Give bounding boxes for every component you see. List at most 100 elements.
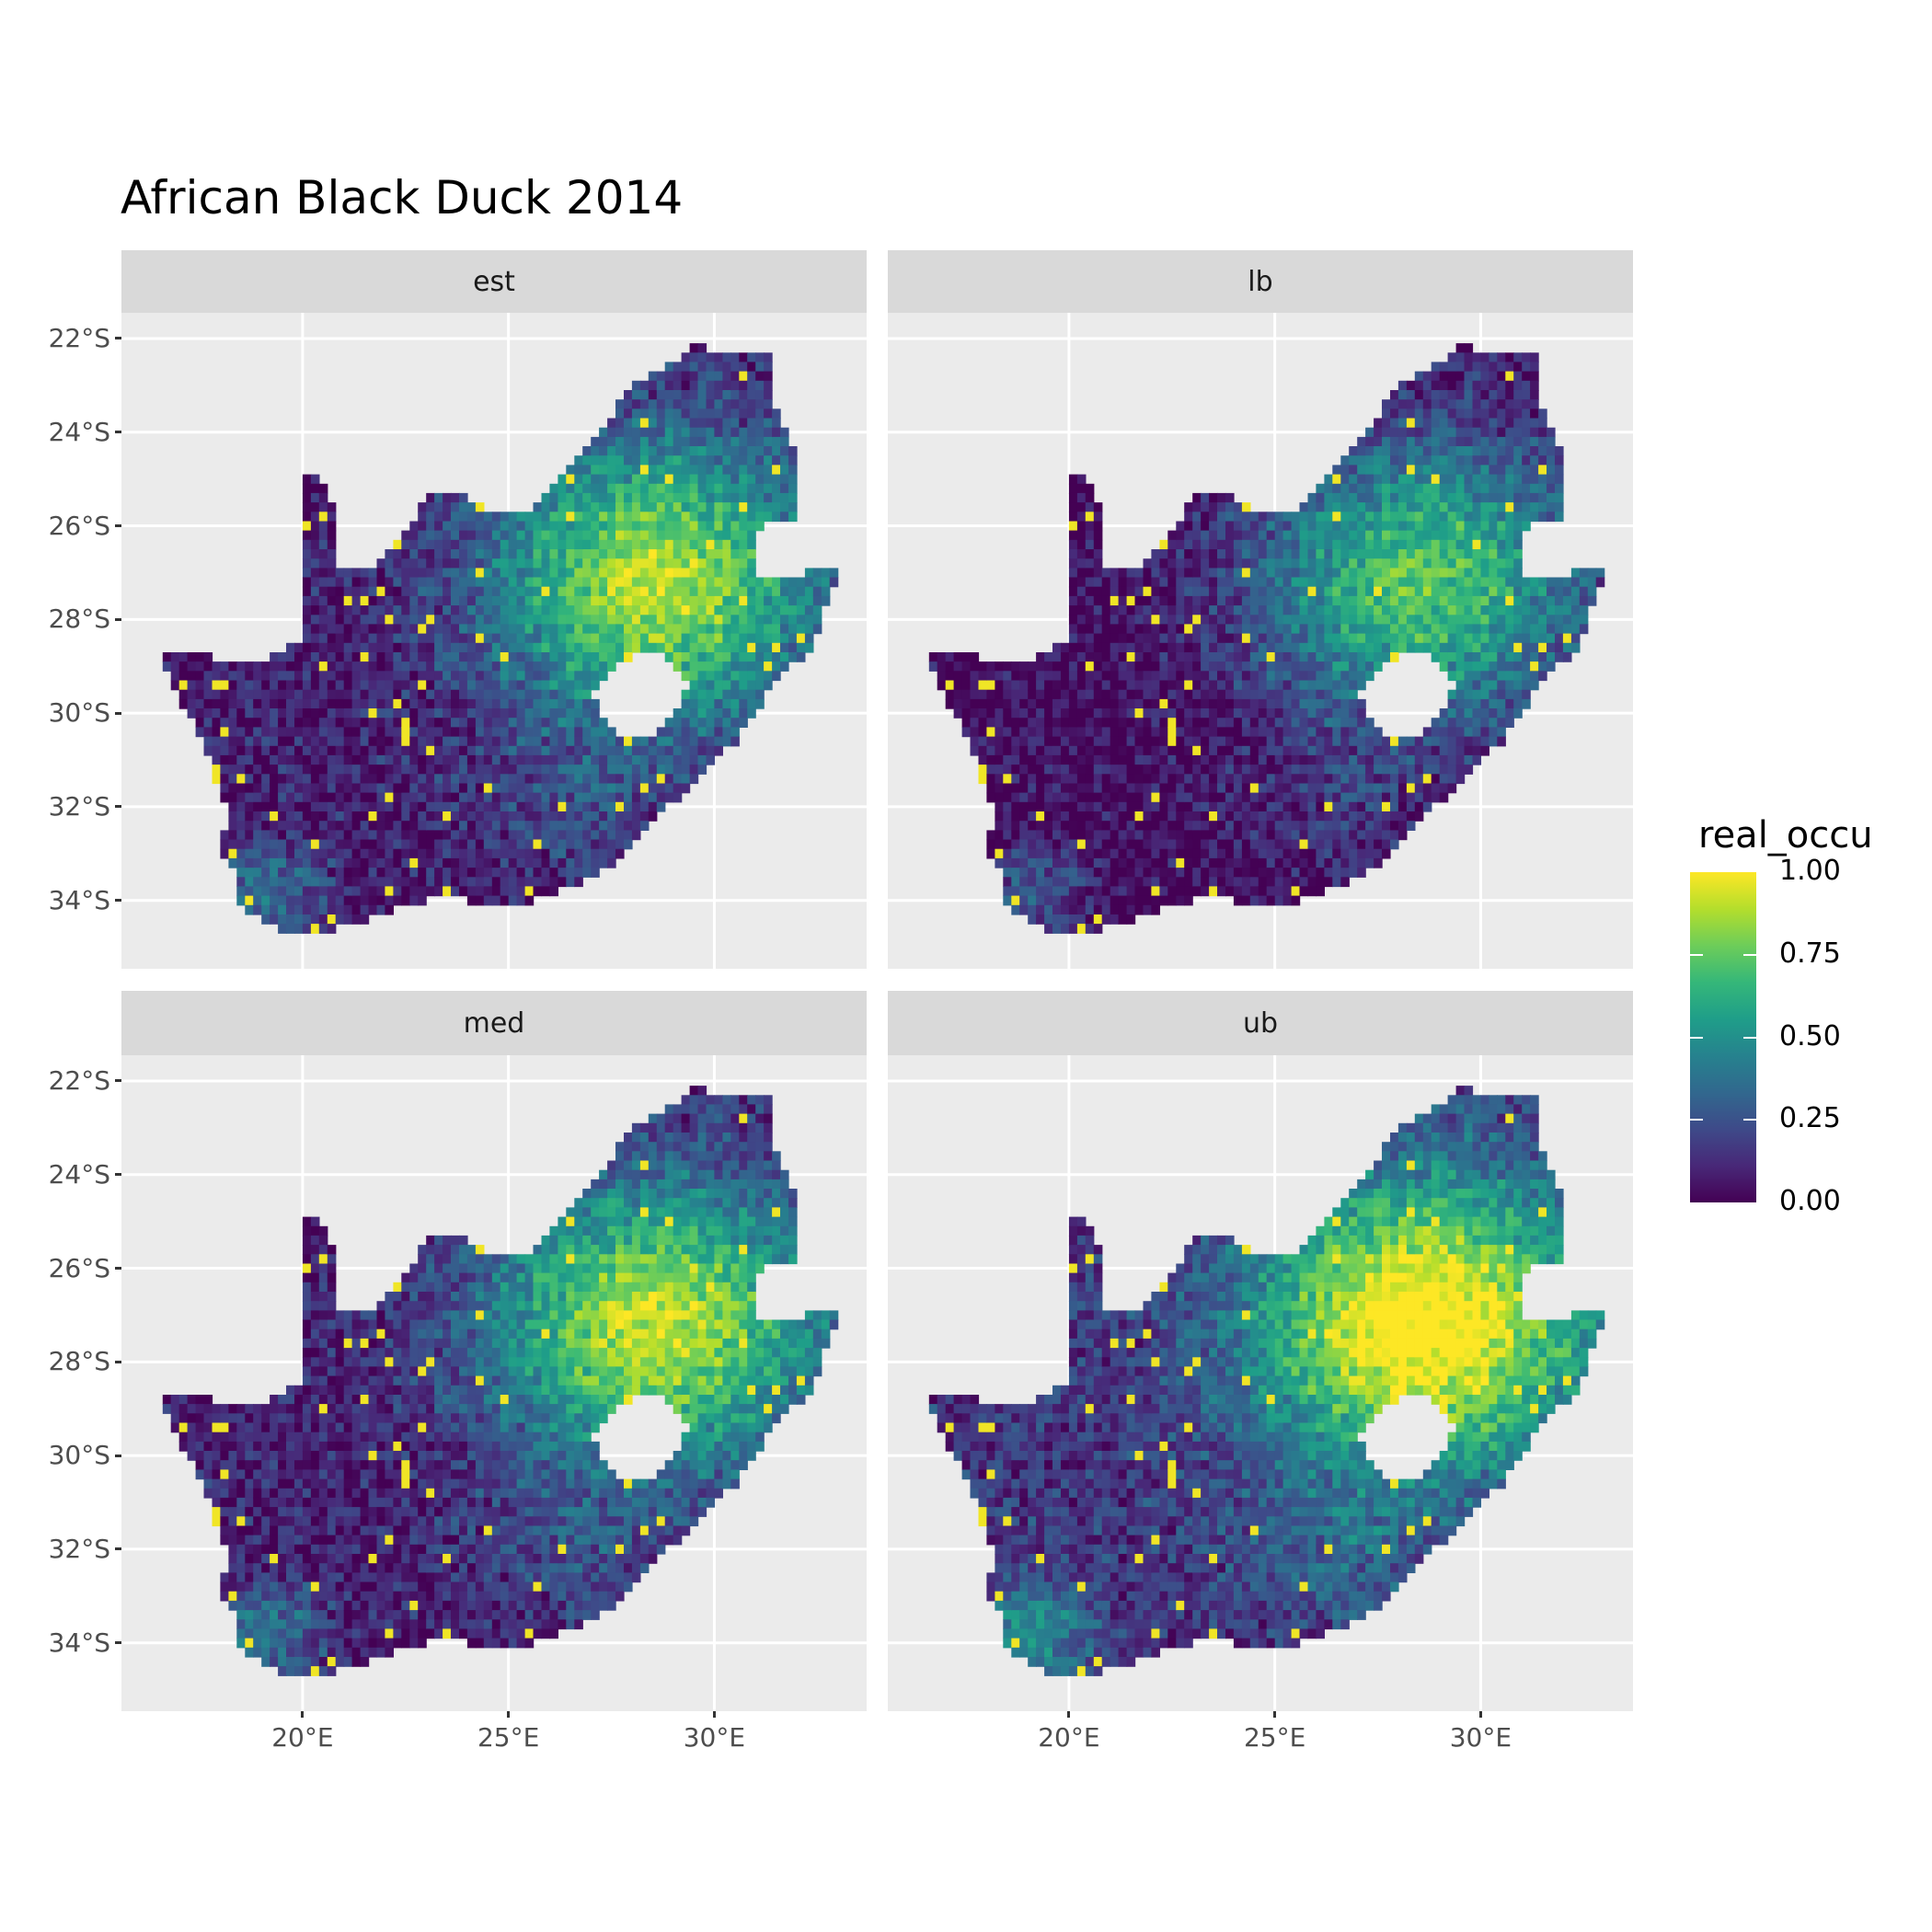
raster-cell	[1110, 868, 1120, 878]
raster-cell	[615, 754, 625, 765]
raster-cell	[1143, 839, 1153, 850]
raster-cell	[706, 642, 716, 653]
raster-cell	[1167, 698, 1177, 709]
raster-cell	[599, 745, 608, 756]
raster-cell	[1357, 642, 1366, 653]
raster-cell	[722, 558, 731, 569]
raster-cell	[591, 708, 600, 719]
raster-cell	[747, 521, 756, 532]
raster-cell	[697, 408, 707, 420]
raster-cell	[1201, 624, 1210, 635]
raster-cell	[533, 754, 543, 765]
raster-cell	[689, 642, 699, 653]
raster-cell	[1316, 577, 1325, 588]
raster-cell	[615, 446, 625, 456]
raster-cell	[1209, 839, 1218, 850]
raster-cell	[500, 661, 510, 672]
raster-cell	[706, 427, 716, 438]
raster-cell	[261, 801, 270, 812]
raster-cell	[261, 886, 270, 897]
raster-cell	[401, 801, 410, 812]
raster-cell	[1316, 512, 1325, 523]
raster-cell	[1019, 848, 1029, 859]
raster-cell	[385, 877, 394, 888]
raster-cell	[1374, 783, 1383, 794]
raster-cell	[558, 839, 567, 850]
raster-cell	[401, 605, 410, 615]
raster-cell	[286, 801, 295, 812]
raster-cell	[1340, 848, 1350, 859]
raster-cell	[591, 539, 600, 550]
raster-cell	[1365, 539, 1374, 550]
raster-cell	[1374, 652, 1383, 662]
raster-cell	[1340, 671, 1350, 682]
raster-cell	[995, 811, 1004, 822]
raster-cell	[714, 352, 723, 363]
raster-cell	[582, 465, 592, 476]
raster-cell	[1291, 624, 1301, 635]
raster-cell	[1406, 577, 1416, 588]
raster-cell	[681, 708, 691, 719]
raster-cell	[1167, 558, 1177, 569]
raster-cell	[1126, 914, 1136, 925]
raster-cell	[516, 811, 526, 822]
raster-cell	[1390, 605, 1399, 615]
raster-cell	[524, 689, 535, 700]
raster-cell	[656, 568, 666, 579]
raster-cell	[475, 848, 485, 859]
raster-cell	[615, 530, 625, 541]
raster-cell	[755, 362, 765, 373]
raster-cell	[986, 783, 995, 794]
raster-cell	[1357, 821, 1366, 831]
raster-cell	[1076, 727, 1087, 738]
raster-cell	[351, 652, 362, 662]
raster-cell	[1307, 680, 1317, 691]
raster-cell	[500, 689, 510, 700]
raster-cell	[714, 455, 723, 466]
raster-cell	[541, 549, 551, 559]
raster-cell	[1085, 839, 1095, 850]
raster-cell	[343, 671, 353, 682]
raster-cell	[500, 848, 510, 859]
raster-cell	[1052, 689, 1062, 700]
raster-cell	[1093, 615, 1103, 626]
raster-cell	[1258, 624, 1268, 635]
raster-cell	[1406, 483, 1416, 494]
raster-cell	[1349, 680, 1358, 691]
raster-cell	[722, 362, 731, 373]
raster-cell	[1101, 765, 1111, 775]
raster-cell	[220, 661, 229, 672]
raster-cell	[261, 792, 270, 803]
raster-cell	[286, 745, 295, 756]
raster-cell	[459, 857, 468, 868]
raster-cell	[1093, 530, 1103, 541]
raster-cell	[426, 877, 435, 888]
raster-cell	[1233, 868, 1243, 878]
raster-cell	[697, 465, 707, 476]
raster-cell	[1307, 624, 1317, 635]
raster-cell	[220, 708, 229, 719]
raster-cell	[574, 698, 583, 709]
raster-cell	[1110, 821, 1120, 831]
raster-cell	[1397, 512, 1408, 523]
raster-cell	[1036, 652, 1045, 662]
raster-cell	[278, 680, 287, 691]
raster-cell	[245, 801, 254, 812]
raster-cell	[739, 680, 748, 691]
raster-cell	[360, 857, 370, 868]
raster-cell	[1167, 754, 1177, 765]
raster-cell	[648, 408, 658, 420]
raster-cell	[533, 708, 543, 719]
raster-cell	[318, 502, 328, 512]
raster-cell	[1291, 745, 1301, 756]
raster-cell	[500, 868, 510, 878]
raster-cell	[500, 530, 510, 541]
raster-cell	[1126, 633, 1136, 644]
raster-cell	[466, 652, 477, 662]
raster-cell	[228, 736, 237, 747]
raster-cell	[524, 736, 535, 747]
raster-cell	[1266, 727, 1276, 738]
raster-cell	[574, 868, 583, 878]
raster-cell	[508, 792, 518, 803]
raster-cell	[1003, 868, 1012, 878]
